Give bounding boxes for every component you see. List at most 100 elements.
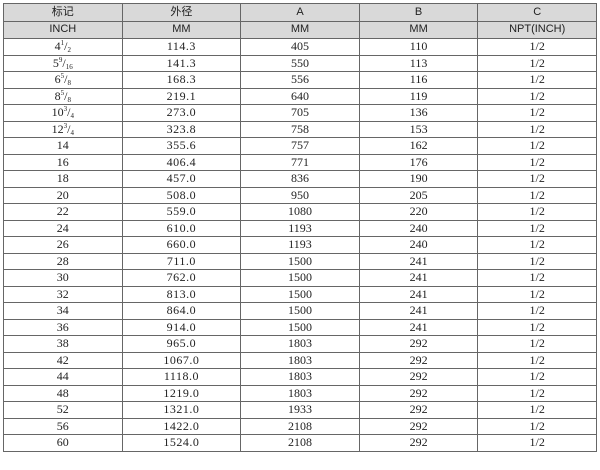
dimension-table: 标记 外径 A B C INCH MM MM MM NPT(INCH) 41/2… (3, 3, 597, 452)
size-fraction-part: / (67, 105, 71, 120)
cell-b: 292 (358, 417, 479, 435)
cell-outer-diameter: 1219.0 (121, 384, 242, 402)
cell-a: 950 (240, 186, 360, 204)
header-row-labels: 标记 外径 A B C (3, 3, 597, 22)
cell-outer-diameter: 141.3 (121, 54, 242, 72)
cell-outer-diameter: 1524.0 (121, 434, 242, 452)
cell-b: 241 (358, 269, 479, 287)
cell-c: 1/2 (477, 434, 597, 452)
cell-size: 32 (3, 285, 123, 303)
cell-outer-diameter: 457.0 (121, 170, 242, 188)
table-row: 123/4 323.8 758 153 1/2 (3, 120, 597, 138)
cell-a: 1500 (240, 252, 360, 270)
cell-size: 44 (3, 368, 123, 386)
size-fraction-part: 5 (60, 72, 65, 81)
cell-size: 26 (3, 236, 123, 254)
table-row: 85/8 219.1 640 119 1/2 (3, 87, 597, 105)
cell-c: 1/2 (477, 137, 597, 155)
table-row: 56 1422.0 2108 292 1/2 (3, 417, 597, 435)
cell-b: 292 (358, 401, 479, 419)
header-a: A (240, 3, 360, 22)
cell-outer-diameter: 1422.0 (121, 417, 242, 435)
cell-c: 1/2 (477, 104, 597, 122)
cell-size: 14 (3, 137, 123, 155)
cell-outer-diameter: 610.0 (121, 219, 242, 237)
size-fraction-part: 4 (54, 39, 61, 54)
cell-b: 110 (358, 38, 479, 56)
cell-a: 550 (240, 54, 360, 72)
cell-outer-diameter: 508.0 (121, 186, 242, 204)
cell-outer-diameter: 1321.0 (121, 401, 242, 419)
cell-c: 1/2 (477, 302, 597, 320)
cell-b: 205 (358, 186, 479, 204)
cell-size: 65/8 (3, 71, 123, 89)
size-fraction-part: 1 (60, 39, 65, 48)
cell-size: 30 (3, 269, 123, 287)
cell-outer-diameter: 711.0 (121, 252, 242, 270)
cell-b: 292 (358, 368, 479, 386)
header-c: C (477, 3, 597, 22)
cell-c: 1/2 (477, 203, 597, 221)
cell-a: 758 (240, 120, 360, 138)
table-row: 52 1321.0 1933 292 1/2 (3, 401, 597, 419)
size-fraction-part: 5 (60, 88, 65, 97)
cell-size: 103/4 (3, 104, 123, 122)
unit-outer-diameter: MM (121, 20, 242, 39)
cell-size: 22 (3, 203, 123, 221)
size-fraction-part: 4 (70, 128, 74, 137)
cell-size: 20 (3, 186, 123, 204)
cell-a: 640 (240, 87, 360, 105)
size-fraction-part: 5 (52, 55, 59, 70)
table-row: 32 813.0 1500 241 1/2 (3, 285, 597, 303)
cell-b: 292 (358, 434, 479, 452)
cell-a: 405 (240, 38, 360, 56)
cell-size: 52 (3, 401, 123, 419)
cell-b: 119 (358, 87, 479, 105)
cell-c: 1/2 (477, 285, 597, 303)
cell-size: 28 (3, 252, 123, 270)
cell-b: 241 (358, 302, 479, 320)
table-row: 24 610.0 1193 240 1/2 (3, 219, 597, 237)
cell-a: 556 (240, 71, 360, 89)
cell-b: 116 (358, 71, 479, 89)
size-fraction-part: / (67, 121, 71, 136)
size-fraction-part: 2 (67, 46, 71, 55)
size-fraction-part: / (64, 88, 68, 103)
cell-a: 2108 (240, 417, 360, 435)
cell-c: 1/2 (477, 368, 597, 386)
cell-outer-diameter: 813.0 (121, 285, 242, 303)
cell-c: 1/2 (477, 236, 597, 254)
cell-b: 162 (358, 137, 479, 155)
cell-b: 292 (358, 384, 479, 402)
cell-size: 24 (3, 219, 123, 237)
unit-mark: INCH (3, 20, 123, 39)
cell-size: 41/2 (3, 38, 123, 56)
cell-a: 1080 (240, 203, 360, 221)
cell-c: 1/2 (477, 120, 597, 138)
cell-c: 1/2 (477, 219, 597, 237)
cell-b: 292 (358, 335, 479, 353)
table-row: 20 508.0 950 205 1/2 (3, 186, 597, 204)
cell-b: 241 (358, 252, 479, 270)
header-outer-diameter: 外径 (121, 3, 242, 22)
size-fraction-part: 6 (54, 72, 61, 87)
table-row: 60 1524.0 2108 292 1/2 (3, 434, 597, 452)
size-fraction-part: 9 (58, 55, 63, 64)
cell-c: 1/2 (477, 318, 597, 336)
size-fraction-part: / (64, 39, 68, 54)
table-row: 36 914.0 1500 241 1/2 (3, 318, 597, 336)
cell-c: 1/2 (477, 335, 597, 353)
cell-size: 36 (3, 318, 123, 336)
cell-c: 1/2 (477, 54, 597, 72)
cell-outer-diameter: 406.4 (121, 153, 242, 171)
table-row: 42 1067.0 1803 292 1/2 (3, 351, 597, 369)
cell-a: 2108 (240, 434, 360, 452)
cell-c: 1/2 (477, 170, 597, 188)
cell-outer-diameter: 914.0 (121, 318, 242, 336)
cell-c: 1/2 (477, 38, 597, 56)
cell-b: 241 (358, 318, 479, 336)
cell-b: 220 (358, 203, 479, 221)
cell-c: 1/2 (477, 384, 597, 402)
cell-b: 292 (358, 351, 479, 369)
table-row: 14 355.6 757 162 1/2 (3, 137, 597, 155)
